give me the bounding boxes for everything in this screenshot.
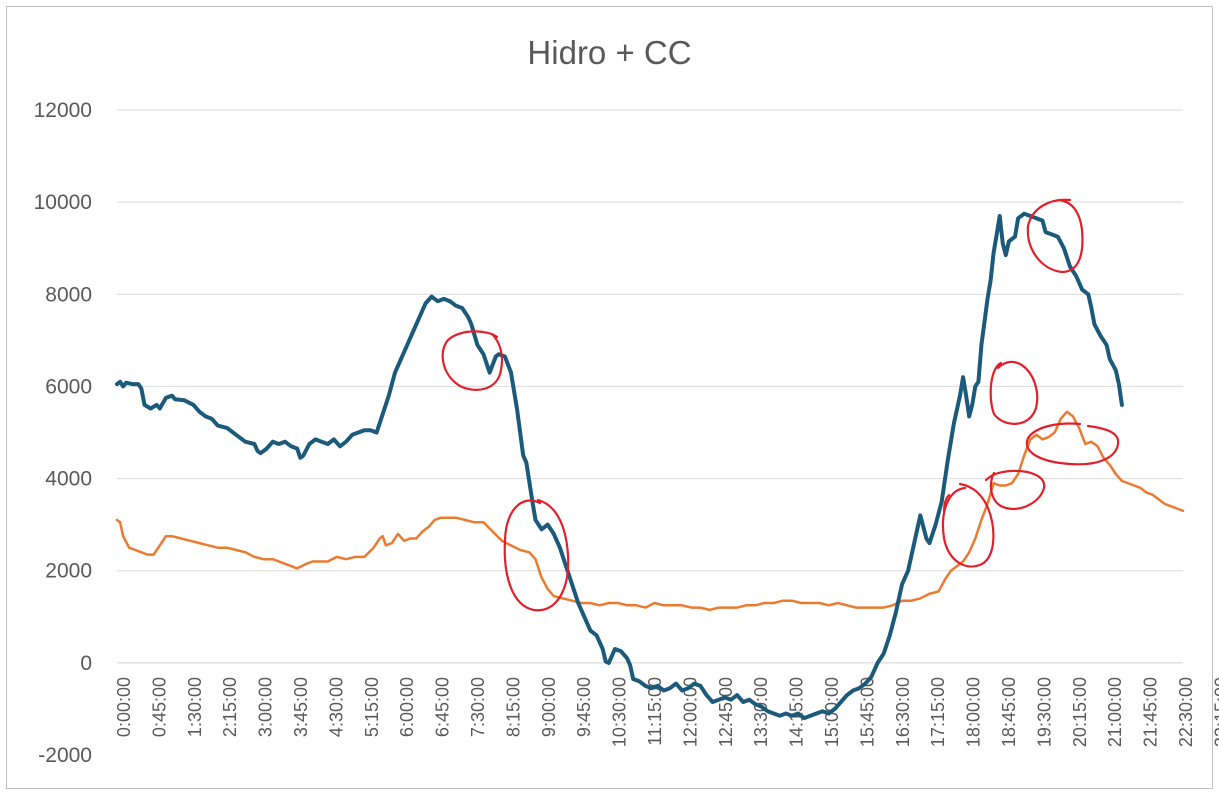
y-tick-label: 6000 xyxy=(45,375,92,398)
chart-title: Hidro + CC xyxy=(527,34,692,71)
x-tick-label: 15:45:00 xyxy=(857,677,877,747)
x-tick-label: 23:15:00 xyxy=(1211,677,1219,747)
x-tick-label: 10:30:00 xyxy=(610,677,630,747)
annotation-circle xyxy=(1025,422,1120,466)
x-axis-ticks: 0:00:00 0:45:00 1:30:00 2:15:00 3:00:00 3:45:… xyxy=(114,677,1219,747)
x-tick-label: 6:45:00 xyxy=(433,677,453,737)
x-tick-label: 4:30:00 xyxy=(326,677,346,737)
x-tick-label: 18:00:00 xyxy=(964,677,984,747)
y-axis-ticks: -2000 0 2000 4000 6000 8000 10000 12000 xyxy=(34,99,92,767)
series-lines xyxy=(115,211,1185,721)
x-tick-label: 21:00:00 xyxy=(1105,677,1125,747)
annotation-circle xyxy=(503,498,570,612)
x-tick-label: 3:00:00 xyxy=(256,677,276,737)
annotation-circle xyxy=(441,330,504,391)
x-tick-label: 18:45:00 xyxy=(999,677,1019,747)
gridlines xyxy=(117,109,1183,664)
x-tick-label: 11:15:00 xyxy=(645,677,665,746)
x-tick-label: 8:15:00 xyxy=(503,677,523,737)
y-tick-label: 10000 xyxy=(34,191,92,214)
x-tick-label: 19:30:00 xyxy=(1034,677,1054,747)
x-tick-label: 16:30:00 xyxy=(893,677,913,747)
x-tick-label: 6:00:00 xyxy=(397,677,417,737)
annotation-circle xyxy=(989,360,1039,425)
y-tick-label: 0 xyxy=(80,652,92,675)
annotation-circle xyxy=(984,469,1046,510)
y-tick-label: 8000 xyxy=(45,283,92,306)
x-tick-label: 12:45:00 xyxy=(716,677,736,747)
annotation-circle xyxy=(1026,198,1084,274)
x-tick-label: 20:15:00 xyxy=(1070,677,1090,747)
x-tick-label: 1:30:00 xyxy=(185,677,205,737)
y-tick-label: 2000 xyxy=(45,560,92,583)
y-tick-label: 12000 xyxy=(34,99,92,122)
x-tick-label: 5:15:00 xyxy=(362,677,382,737)
x-tick-label: 0:00:00 xyxy=(114,677,134,737)
y-tick-label: -2000 xyxy=(38,744,92,767)
x-tick-label: 0:45:00 xyxy=(149,677,169,737)
x-tick-label: 2:15:00 xyxy=(220,677,240,737)
x-tick-label: 3:45:00 xyxy=(291,677,311,737)
series-line-blue xyxy=(115,211,1124,721)
x-tick-label: 7:30:00 xyxy=(468,677,488,737)
x-tick-label: 9:45:00 xyxy=(574,677,594,737)
x-tick-label: 12:00:00 xyxy=(680,677,700,747)
x-tick-label: 9:00:00 xyxy=(539,677,559,737)
annotation-circle xyxy=(941,482,995,568)
x-tick-label: 22:30:00 xyxy=(1176,677,1196,747)
x-tick-label: 21:45:00 xyxy=(1141,677,1161,747)
y-tick-label: 4000 xyxy=(45,468,92,491)
annotation-circles xyxy=(441,198,1120,612)
series-line-orange xyxy=(115,410,1185,612)
x-tick-label: 17:15:00 xyxy=(928,677,948,747)
annotation-circle xyxy=(942,493,951,514)
x-tick-label: 13:30:00 xyxy=(751,677,771,747)
